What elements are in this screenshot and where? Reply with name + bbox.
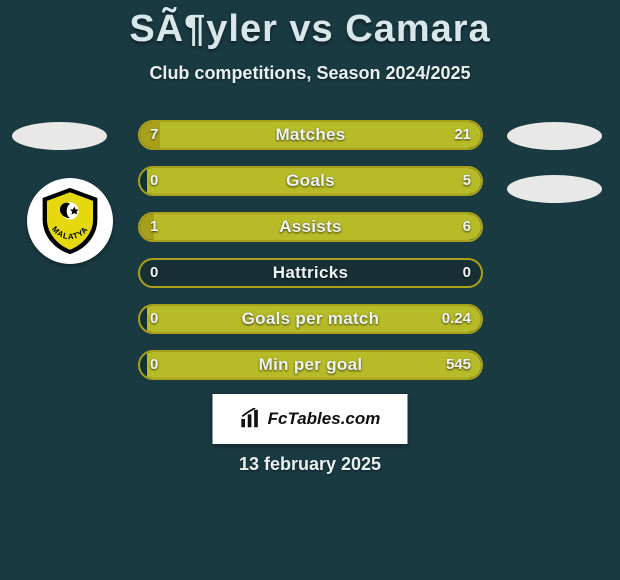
- club-badge-left: MALATYA: [27, 178, 113, 264]
- page-title: SÃ¶yler vs Camara: [0, 0, 620, 51]
- fctables-logo-icon: [240, 408, 262, 430]
- stat-label: Matches: [140, 122, 481, 148]
- stat-label: Min per goal: [140, 352, 481, 378]
- page-subtitle: Club competitions, Season 2024/2025: [0, 63, 620, 84]
- stat-label: Goals: [140, 168, 481, 194]
- comparison-date: 13 february 2025: [0, 454, 620, 475]
- stat-label: Goals per match: [140, 306, 481, 332]
- malatya-crest-icon: MALATYA: [34, 185, 106, 257]
- fctables-text: FcTables.com: [268, 409, 381, 429]
- fctables-badge[interactable]: FcTables.com: [213, 394, 408, 444]
- stat-row-goals: 05Goals: [138, 166, 483, 196]
- stat-label: Hattricks: [140, 260, 481, 286]
- stat-row-goals-per-match: 00.24Goals per match: [138, 304, 483, 334]
- stat-row-hattricks: 00Hattricks: [138, 258, 483, 288]
- player-right-oval-2: [507, 175, 602, 203]
- stat-row-matches: 721Matches: [138, 120, 483, 150]
- stat-row-assists: 16Assists: [138, 212, 483, 242]
- stats-container: 721Matches 05Goals 16Assists 00Hattricks 00.…: [138, 120, 483, 396]
- player-right-oval-1: [507, 122, 602, 150]
- stat-label: Assists: [140, 214, 481, 240]
- stat-row-min-per-goal: 0545Min per goal: [138, 350, 483, 380]
- player-left-oval: [12, 122, 107, 150]
